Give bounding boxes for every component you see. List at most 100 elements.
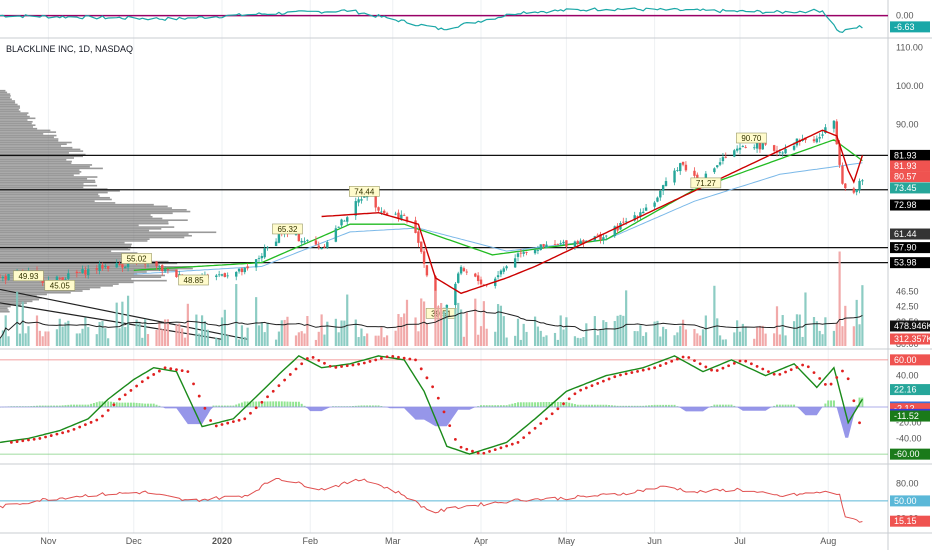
candle-body <box>761 143 764 150</box>
macd-signal-dot <box>357 362 361 366</box>
macd-signal-dot <box>283 378 287 382</box>
macd-histogram-bar <box>830 400 833 407</box>
candle-body <box>320 247 323 250</box>
macd-histogram-bar <box>545 402 548 407</box>
macd-histogram-bar <box>622 405 625 407</box>
volume-bar <box>494 331 497 346</box>
macd-histogram-bar <box>488 405 491 407</box>
macd-histogram-bar <box>303 405 306 407</box>
volume-bar <box>841 326 844 346</box>
volume-bar <box>664 329 668 346</box>
trend-line <box>0 288 248 340</box>
volume-profile-bar <box>0 138 59 140</box>
candle-body <box>605 235 608 237</box>
candle-body <box>772 145 776 151</box>
macd-histogram-bar <box>656 404 659 407</box>
candle-body <box>824 127 827 134</box>
macd-histogram-bar <box>115 402 118 407</box>
volume-bar <box>420 298 423 346</box>
candle-body <box>0 276 2 278</box>
macd-signal-dot <box>266 395 269 399</box>
candle-body <box>636 216 639 218</box>
candle-body <box>303 241 306 243</box>
candle-body <box>277 234 281 243</box>
macd-histogram-bar <box>491 405 494 407</box>
volume-bar <box>835 322 838 346</box>
macd-histogram-bar <box>650 405 653 407</box>
volume-bar <box>58 318 61 346</box>
volume-bar <box>602 320 605 346</box>
volume-bar <box>693 329 696 346</box>
macd-histogram-bar <box>633 405 636 407</box>
candle-body <box>465 271 468 273</box>
candle-body <box>323 246 326 248</box>
macd-signal-dot <box>533 426 537 430</box>
volume-bar <box>784 335 787 346</box>
volume-bar <box>126 295 130 346</box>
price-value-tag-bg <box>890 160 930 172</box>
macd-histogram-bar <box>719 404 722 407</box>
price-annotation-box <box>121 253 152 264</box>
candle-body <box>161 265 164 272</box>
candle-body <box>753 147 756 149</box>
price-value-tag: 57.90 <box>894 243 917 253</box>
price-value-tag: 81.93 <box>894 150 917 160</box>
volume-profile-bar <box>0 259 146 261</box>
macd-signal-dot <box>442 410 446 414</box>
price-annotation-box <box>690 177 722 189</box>
volume-bar <box>15 291 19 346</box>
volume-bar <box>175 324 178 346</box>
candle-body <box>260 256 264 259</box>
candle-body <box>815 138 819 143</box>
candle-body <box>334 228 338 242</box>
macd-value-tag: 22.16 <box>894 385 917 395</box>
time-axis-tick-label: May <box>558 536 576 546</box>
macd-histogram-bar <box>354 405 357 407</box>
candle-body <box>226 275 229 277</box>
volume-bar <box>178 323 181 346</box>
macd-histogram-bar <box>517 402 519 407</box>
volume-profile-bar <box>0 302 27 304</box>
volume-bar <box>696 333 699 346</box>
macd-signal-dot <box>61 431 65 435</box>
macd-signal-dot <box>744 359 748 363</box>
volume-bar <box>215 337 218 346</box>
macd-signal-dot <box>476 451 480 455</box>
volume-profile-bar <box>0 202 116 204</box>
candle-body <box>118 264 121 266</box>
macd-histogram-bar <box>243 401 246 407</box>
volume-profile-bar <box>0 117 36 120</box>
macd-histogram-bar <box>55 405 58 407</box>
volume-profile-bar <box>0 191 108 194</box>
macd-histogram-bar <box>790 404 793 407</box>
candle-body <box>545 244 548 248</box>
macd-signal-dot <box>704 365 708 369</box>
volume-profile-bar <box>0 133 44 135</box>
volume-bar <box>303 333 306 346</box>
candle-body <box>852 188 856 193</box>
macd-value-tag-bg <box>890 410 930 422</box>
volume-profile-bar <box>0 198 112 201</box>
macd-histogram-bar <box>75 404 78 407</box>
volume-bar <box>383 337 386 346</box>
macd-signal-dot <box>44 435 47 439</box>
candle-body <box>841 165 844 184</box>
volume-bar <box>773 333 776 346</box>
volume-bar <box>713 285 716 346</box>
macd-signal-dot <box>806 365 810 369</box>
candle-body <box>243 267 246 273</box>
volume-bar <box>656 320 659 346</box>
volume-profile-bar <box>0 126 34 128</box>
volume-bar <box>755 327 759 346</box>
candle-body <box>596 234 599 236</box>
macd-histogram-bar <box>647 405 650 407</box>
macd-histogram-bar <box>565 402 568 407</box>
volume-bar <box>266 322 269 346</box>
macd-histogram-bar <box>38 405 41 407</box>
volume-bar <box>684 329 688 346</box>
volume-profile-bar <box>0 271 147 273</box>
volume-profile-bar <box>0 279 167 282</box>
candle-body <box>656 197 659 202</box>
